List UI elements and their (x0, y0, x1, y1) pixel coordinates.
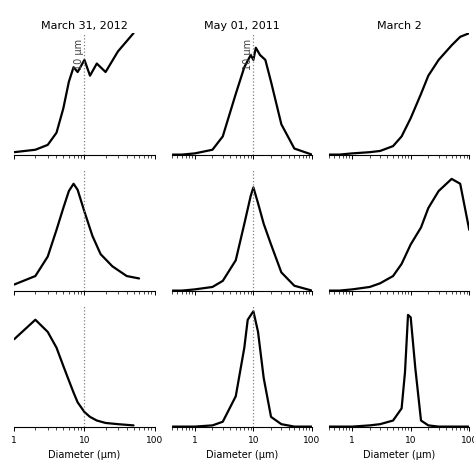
X-axis label: Diameter (μm): Diameter (μm) (48, 450, 120, 460)
Text: 10 μm: 10 μm (243, 39, 254, 70)
X-axis label: Diameter (μm): Diameter (μm) (363, 450, 435, 460)
Title: March 31, 2012: March 31, 2012 (41, 21, 128, 31)
Title: May 01, 2011: May 01, 2011 (204, 21, 280, 31)
Title: March 2: March 2 (377, 21, 421, 31)
Text: 10 μm: 10 μm (74, 39, 84, 70)
X-axis label: Diameter (μm): Diameter (μm) (206, 450, 278, 460)
